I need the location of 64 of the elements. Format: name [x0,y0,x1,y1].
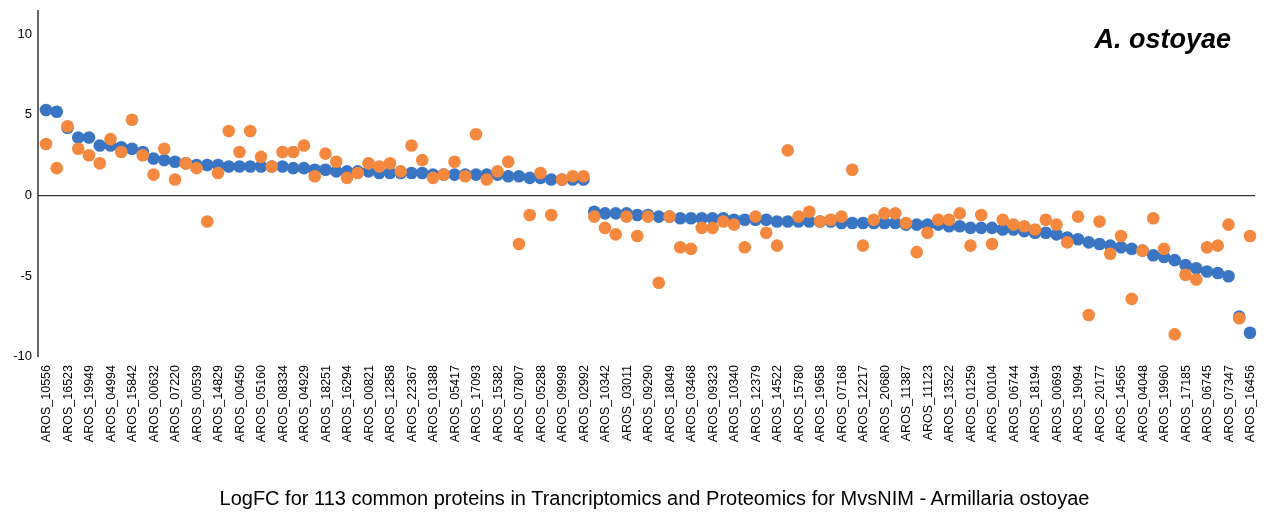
x-tick-label: AROS_17185 [1178,364,1193,443]
x-tick-label: AROS_15842 [125,364,139,443]
x-tick-label: AROS_00632 [146,364,161,443]
y-tick-label: 10 [17,25,32,41]
x-tick-label: AROS_11123 [920,364,935,441]
x-tick-label: AROS_06745 [1200,364,1214,443]
x-tick-label: AROS_12379 [748,364,763,443]
x-tick-label: AROS_07168 [834,364,849,443]
x-tick-label: AROS_00539 [189,364,204,443]
x-tick-label: AROS_07347 [1221,364,1236,443]
x-tick-label: AROS_12217 [856,364,870,443]
x-tick-label: AROS_00821 [361,364,376,443]
x-tick-label: AROS_00450 [232,364,247,443]
x-tick-label: AROS_16523 [60,364,75,443]
x-tick-label: AROS_15780 [791,364,806,443]
x-tick-label: AROS_05160 [254,364,268,443]
x-tick-label: AROS_06744 [1006,364,1021,443]
y-tick-label: -10 [13,348,32,364]
x-tick-label: AROS_10340 [727,364,741,443]
x-tick-label: AROS_04048 [1135,364,1150,443]
x-tick-label: AROS_19960 [1157,364,1171,443]
x-tick-label: AROS_00693 [1049,364,1064,443]
x-tick-label: AROS_14565 [1114,364,1128,443]
x-tick-label: AROS_10556 [39,364,53,443]
x-tick-label: AROS_09998 [555,364,569,443]
x-tick-label: AROS_14829 [211,364,225,443]
x-tick-label: AROS_10342 [598,364,612,443]
x-tick-label: AROS_03468 [684,364,698,443]
x-axis-title: LogFC for 113 common proteins in Trancriptomics and Proteomics for MvsNIM - Armillaria ostoyae [219,487,1090,509]
x-tick-label: AROS_17093 [469,364,483,443]
x-tick-label: AROS_14522 [770,364,784,443]
x-tick-label: AROS_20177 [1092,364,1107,443]
y-tick-label: 0 [24,187,32,203]
x-tick-label: AROS_03011 [619,364,634,442]
x-tick-label: AROS_09323 [705,364,720,443]
x-tick-label: AROS_18049 [662,364,677,443]
x-tick-label: AROS_02992 [576,364,591,443]
x-tick-label: AROS_19658 [813,364,827,443]
x-tick-label: AROS_09290 [641,364,655,443]
x-tick-label: AROS_19094 [1071,364,1085,443]
x-tick-label: AROS_16456 [1243,364,1257,443]
x-tick-label: AROS_04929 [297,364,311,443]
x-tick-label: AROS_15382 [490,364,505,443]
x-tick-label: AROS_11387 [899,364,913,442]
x-tick-label: AROS_07807 [512,364,526,443]
x-tick-label: AROS_01388 [426,364,440,443]
x-tick-label: AROS_07220 [168,364,182,443]
x-tick-label: AROS_05417 [447,364,462,443]
x-tick-label: AROS_18194 [1028,364,1042,443]
x-tick-label: AROS_16294 [340,364,354,443]
x-tick-label: AROS_18251 [318,364,333,443]
y-tick-label: -5 [20,267,32,283]
x-tick-label: AROS_00104 [985,364,999,443]
text: A. ostoyae [1093,24,1231,54]
x-tick-label: AROS_04994 [103,364,118,443]
x-tick-label: AROS_20680 [877,364,892,443]
x-tick-label: AROS_13522 [942,364,956,443]
x-tick-label: AROS_08334 [275,364,290,443]
x-tick-label: AROS_12858 [383,364,397,443]
x-tick-label: AROS_22367 [404,364,419,443]
x-tick-label: AROS_01259 [963,364,978,443]
x-tick-label: AROS_19949 [82,364,96,443]
x-tick-label: AROS_05288 [533,364,548,443]
y-tick-label: 5 [24,106,32,122]
